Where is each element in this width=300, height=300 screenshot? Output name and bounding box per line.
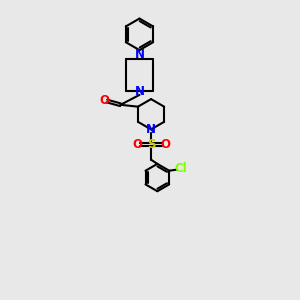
Text: O: O xyxy=(132,138,142,151)
Text: N: N xyxy=(134,48,145,61)
Text: O: O xyxy=(160,138,170,151)
Text: O: O xyxy=(99,94,110,107)
Text: Cl: Cl xyxy=(174,162,187,175)
Text: N: N xyxy=(134,85,145,98)
Text: N: N xyxy=(146,123,156,136)
Text: S: S xyxy=(147,138,155,151)
